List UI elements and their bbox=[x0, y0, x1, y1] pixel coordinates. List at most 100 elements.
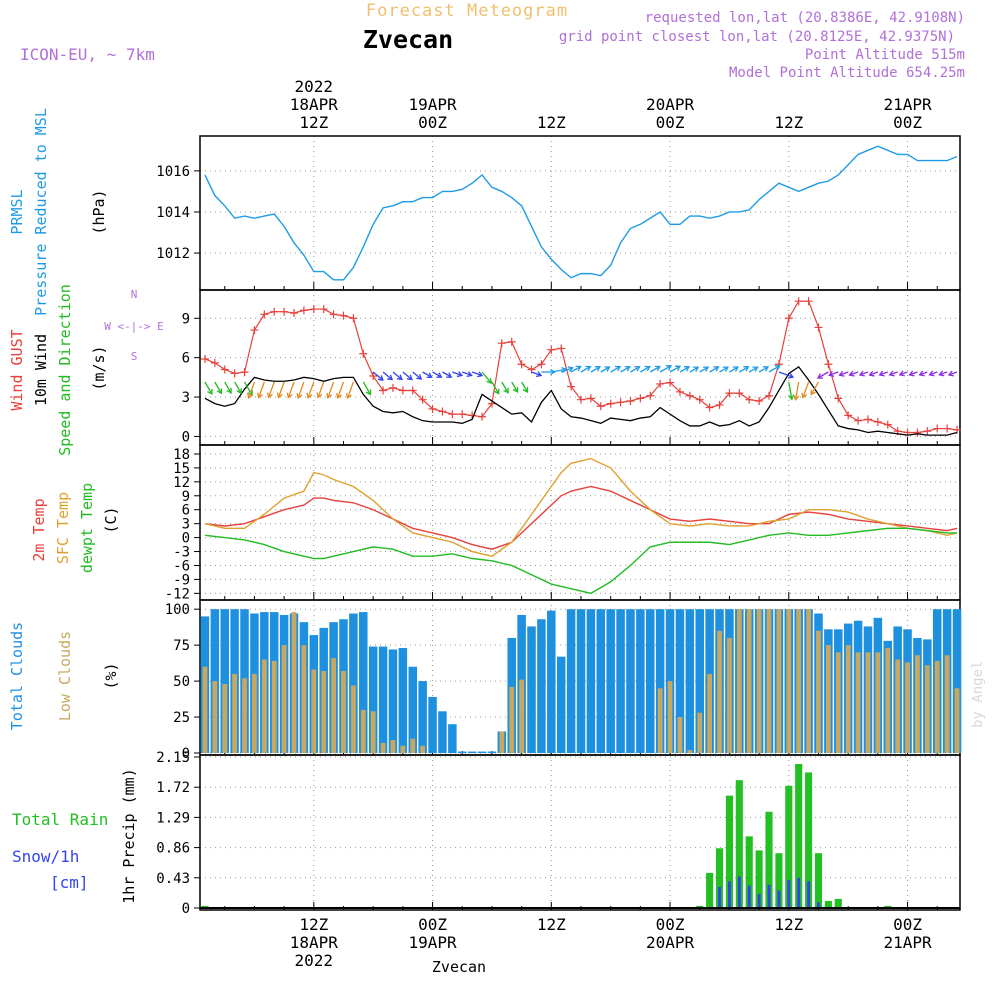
snow-bar bbox=[757, 893, 761, 908]
wind-arrow bbox=[640, 365, 651, 373]
gust-marker bbox=[735, 389, 744, 398]
low-cloud-bar bbox=[291, 612, 297, 753]
low-cloud-bar bbox=[380, 742, 386, 753]
wind-arrow-shaft bbox=[327, 381, 335, 399]
pressure-ylabel-2: Pressure Reduced to MSL bbox=[32, 108, 50, 316]
wind-arrow-head bbox=[908, 370, 915, 377]
low-cloud-bar bbox=[915, 655, 920, 753]
wind-arrow-shaft bbox=[869, 371, 879, 376]
rain-bar bbox=[755, 850, 763, 908]
low-cloud-bar bbox=[865, 652, 871, 753]
total-cloud-bar bbox=[952, 609, 962, 753]
wind-arrow bbox=[590, 366, 601, 373]
gust-marker bbox=[349, 314, 358, 323]
wind-arrow-head bbox=[567, 366, 574, 373]
temperature-ytick-label: -3 bbox=[173, 545, 190, 561]
wind-arrow-shaft bbox=[620, 366, 631, 373]
wind-arrow-shaft bbox=[392, 371, 403, 380]
wind-arrow bbox=[372, 371, 384, 381]
wind-arrow-shaft bbox=[258, 381, 265, 398]
precip-ytick-label: 1.29 bbox=[156, 810, 190, 826]
wind-arrow bbox=[286, 381, 295, 399]
temp-ylabel-1: 2m Temp bbox=[30, 498, 48, 561]
low-cloud-bar bbox=[420, 745, 426, 753]
snow-bar bbox=[797, 877, 801, 908]
wind-ylabel-1: Wind GUST bbox=[8, 329, 26, 410]
wind-arrow bbox=[316, 381, 325, 399]
compass-we: W <-|-> E bbox=[104, 320, 164, 333]
wind-arrow-head bbox=[654, 365, 661, 372]
wind-arrow-head bbox=[365, 389, 372, 396]
point-altitude: Point Altitude 515m bbox=[805, 47, 965, 63]
top-time-label: 18APR bbox=[290, 95, 339, 114]
gust-marker bbox=[200, 354, 209, 363]
total-cloud-bar bbox=[566, 609, 576, 753]
wind-arrow-head bbox=[793, 394, 800, 401]
wind-arrow-shaft bbox=[719, 366, 729, 373]
gust-marker bbox=[626, 396, 635, 405]
low-cloud-bar bbox=[499, 731, 505, 753]
wind-arrow-shaft bbox=[214, 381, 222, 394]
wind-arrow bbox=[432, 371, 443, 378]
pressure-ytick-label: 1016 bbox=[156, 164, 190, 180]
low-cloud-bar bbox=[835, 652, 841, 753]
gust-marker bbox=[547, 345, 556, 354]
wind-arrow-shaft bbox=[362, 381, 372, 395]
wind-arrow bbox=[758, 366, 770, 373]
gust-marker bbox=[784, 314, 793, 323]
bottom-time-label: 12Z bbox=[537, 915, 566, 934]
gust-marker bbox=[765, 391, 774, 400]
pressure-ytick-label: 1014 bbox=[156, 205, 190, 221]
wind-arrow-shaft bbox=[580, 366, 591, 373]
wind-arrow bbox=[570, 365, 582, 373]
low-cloud-bar bbox=[202, 666, 208, 753]
top-time-label: 21APR bbox=[883, 95, 932, 114]
low-cloud-bar bbox=[944, 655, 950, 753]
wind-arrow bbox=[422, 371, 433, 378]
gust-marker bbox=[715, 400, 724, 409]
low-cloud-bar bbox=[855, 652, 861, 753]
temperature-ytick-label: -6 bbox=[173, 558, 190, 574]
gust-marker bbox=[537, 360, 546, 369]
wind-arrow-shaft bbox=[224, 381, 232, 394]
wind-arrow bbox=[768, 365, 781, 373]
pressure-unit: (hPa) bbox=[90, 189, 108, 234]
wind-arrow-head bbox=[236, 388, 242, 395]
wind-arrow-head bbox=[928, 370, 935, 377]
wind-arrow-shaft bbox=[738, 366, 749, 373]
wind-arrow-head bbox=[752, 366, 759, 372]
gust-marker bbox=[319, 305, 328, 314]
gust-marker bbox=[220, 365, 229, 374]
clouds-ytick-label: 0 bbox=[182, 746, 190, 762]
wind-arrow-head bbox=[878, 370, 885, 377]
wind-arrow-head bbox=[838, 370, 845, 377]
low-cloud-bar bbox=[311, 669, 317, 753]
wind-arrow-head bbox=[276, 392, 283, 399]
legend-rain: Total Rain bbox=[12, 810, 108, 829]
total-cloud-bar bbox=[467, 751, 477, 753]
wind-arrow-head bbox=[387, 374, 394, 381]
wind-arrow-shaft bbox=[689, 366, 699, 373]
wind-arrow-shaft bbox=[839, 371, 849, 376]
bottom-time-label: 20APR bbox=[646, 933, 695, 952]
gust-marker bbox=[458, 410, 467, 419]
bottom-time-label: 18APR bbox=[290, 933, 339, 952]
low-cloud-bar bbox=[410, 738, 416, 753]
low-cloud-bar bbox=[727, 637, 732, 753]
clouds-ylabel-2: Low Clouds bbox=[56, 631, 74, 721]
gust-marker bbox=[705, 403, 714, 412]
footer-location: Zvecan bbox=[432, 958, 486, 976]
gust-marker bbox=[557, 344, 566, 353]
low-cloud-bar bbox=[806, 609, 811, 753]
wind-arrow-head bbox=[257, 392, 263, 399]
wind-arrow-shaft bbox=[748, 366, 758, 373]
wind-arrow-head bbox=[406, 374, 413, 381]
low-cloud-bar bbox=[509, 686, 515, 753]
wind-arrow bbox=[649, 365, 661, 373]
wind-arrow-head bbox=[345, 392, 352, 400]
precip-ylabel: 1hr Precip (mm) bbox=[120, 768, 138, 903]
wind-arrow bbox=[560, 366, 574, 373]
wind-line bbox=[204, 365, 958, 436]
legend-snow-unit: [cm] bbox=[50, 873, 89, 892]
